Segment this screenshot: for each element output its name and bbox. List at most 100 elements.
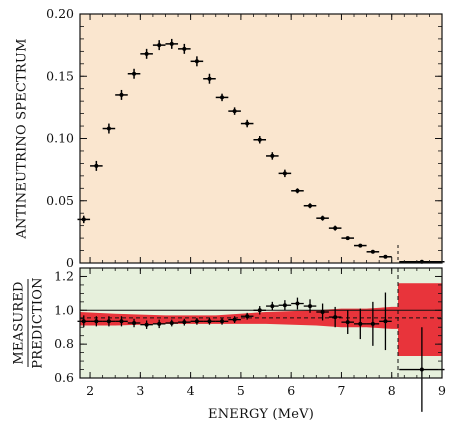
ratio-point [379,292,392,351]
ratio-point [240,312,254,320]
spectrum-point [203,73,216,84]
ratio-y-tick-label: 1.2 [54,268,74,283]
spectrum-point [328,225,342,231]
ratio-point-marker [245,314,250,319]
spectrum-point [127,68,141,79]
ratio-point-marker [419,367,424,372]
ratio-point [354,308,367,340]
spectrum-point-marker [383,254,388,259]
ratio-x-tick-label: 9 [438,383,446,398]
ratio-panel-frame [79,267,443,379]
ratio-y-label-denominator: PREDICTION [31,277,46,368]
ratio-x-tick-label: 4 [187,383,195,398]
spectrum-point-marker [320,216,325,221]
spectrum-point [354,243,367,248]
spectrum-point [165,38,179,49]
spectrum-point [266,152,279,160]
ratio-point-marker [257,308,262,313]
ratio-y-ticks: 0.6 0.8 1.0 1.2 [54,268,442,385]
ratio-point-marker [333,315,338,320]
ratio-point-marker [182,320,187,325]
spectrum-point [240,119,254,128]
ratio-point [165,319,179,327]
ratio-point [178,318,191,326]
ratio-point [115,316,128,327]
ratio-point [102,316,116,327]
ratio-point [303,299,317,313]
ratio-point [215,317,229,325]
ratio-x-tick-label: 2 [86,383,94,398]
spectrum-x-ticks [89,14,443,263]
spectrum-point [278,169,292,178]
spectrum-point [178,43,191,54]
ratio-point [278,300,292,311]
spectrum-point [228,107,241,115]
spectrum-point-marker [94,163,99,168]
ratio-point [127,318,141,328]
spectrum-point [253,136,267,144]
spectrum-point-marker [144,51,149,56]
spectrum-point [291,188,304,194]
ratio-point-marker [320,310,325,314]
spectrum-point-marker [345,236,350,241]
spectrum-point [140,48,153,59]
ratio-point [366,301,380,346]
spectrum-y-tick-label: 0 [66,255,74,270]
spectrum-y-tick-label: 0.15 [46,68,74,83]
spectrum-point-marker [358,243,363,248]
ratio-point [228,316,241,323]
ratio-point [399,327,445,412]
ratio-point-marker [358,321,363,326]
ratio-point-marker [119,319,124,324]
spectrum-point-marker [257,137,262,142]
ratio-point-marker [345,320,350,325]
ratio-point [190,317,204,325]
spectrum-point-marker [169,41,174,46]
spectrum-point-marker [207,76,212,81]
ratio-point-marker [270,304,275,309]
ratio-point-marker [370,321,375,326]
prediction-band-last-bin [398,283,442,356]
spectrum-point-marker [245,121,250,126]
spectrum-point [379,254,392,259]
ratio-x-tick-label: 5 [237,383,245,398]
ratio-point [266,301,279,311]
ratio-x-tick-label: 6 [287,383,295,398]
spectrum-point-marker [119,92,124,97]
ratio-point [90,316,103,327]
ratio-point-marker [282,303,287,308]
ratio-point-marker [194,319,199,324]
ratio-point-marker [295,301,300,306]
spectrum-panel: 0 0.05 0.10 0.15 0.20 ANTINEUTRINO SPECTRUM [15,6,445,270]
spectrum-y-tick-label: 0.20 [46,6,74,21]
ratio-point [316,303,329,321]
ratio-point-marker [308,304,313,309]
ratio-panel: 0.6 0.8 1.0 1.2 2 3 4 5 6 7 8 9 MEASURED PREDICTIO… [12,245,446,422]
spectrum-point-marker [220,95,225,100]
ratio-y-tick-label: 0.6 [54,370,74,385]
ratio-point [203,317,216,325]
ratio-point [341,310,355,334]
ratio-point [328,306,342,328]
spectrum-point [341,236,355,241]
ratio-point [152,319,166,329]
spectrum-data-points [77,38,445,264]
spectrum-point [90,160,103,171]
ratio-point-marker [207,319,212,324]
ratio-point-marker [81,319,86,324]
spectrum-point [215,93,229,102]
spectrum-point [303,203,317,209]
ratio-point-marker [132,321,137,325]
spectrum-point [366,249,380,254]
spectrum-point-marker [182,46,187,51]
spectrum-point-marker [157,43,162,48]
spectrum-point [316,215,329,221]
spectrum-point-marker [270,153,275,158]
spectrum-point-marker [282,171,287,176]
ratio-point-marker [106,319,111,324]
spectrum-point-marker [295,188,300,193]
ratio-point [291,297,304,310]
spectrum-y-ticks: 0 0.05 0.10 0.15 0.20 [46,6,442,270]
spectrum-point [190,56,204,67]
spectrum-point-marker [132,71,137,76]
